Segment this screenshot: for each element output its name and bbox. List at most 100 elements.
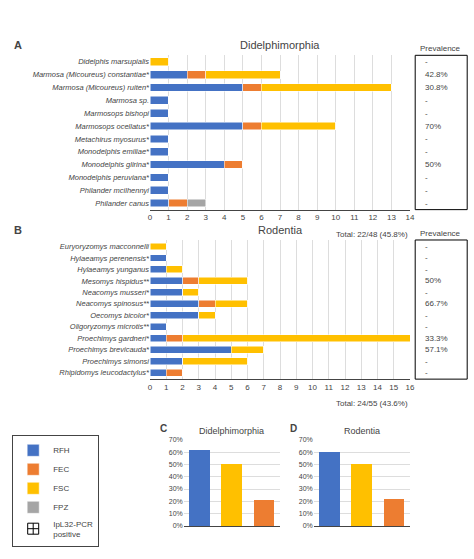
svg-text:IpL32-PCRpositive: IpL32-PCRpositive: [53, 520, 93, 539]
svg-text:0%: 0%: [303, 522, 313, 529]
svg-text:Metachirus myosurus*: Metachirus myosurus*: [75, 135, 150, 144]
svg-text:50%: 50%: [169, 461, 183, 468]
svg-text:66.7%: 66.7%: [425, 299, 448, 308]
svg-text:30%: 30%: [299, 485, 313, 492]
svg-text:10: 10: [308, 383, 317, 392]
svg-text:-: -: [425, 357, 428, 366]
svg-text:20%: 20%: [299, 498, 313, 505]
svg-text:Marmosa (Micoureus) constantia: Marmosa (Micoureus) constantiae*: [33, 70, 150, 79]
svg-text:-: -: [425, 253, 428, 262]
svg-text:Marmosops ocellatus*: Marmosops ocellatus*: [75, 122, 150, 131]
svg-text:Didelphimorphia: Didelphimorphia: [240, 39, 320, 51]
svg-text:70%: 70%: [425, 122, 441, 131]
svg-text:15: 15: [389, 383, 398, 392]
svg-text:10%: 10%: [169, 510, 183, 517]
svg-text:1: 1: [166, 213, 171, 222]
svg-text:16: 16: [406, 383, 415, 392]
svg-text:7: 7: [262, 383, 267, 392]
svg-text:10: 10: [331, 213, 340, 222]
svg-text:Prevalence: Prevalence: [420, 229, 461, 238]
svg-text:Philander mcilhennyi: Philander mcilhennyi: [80, 186, 150, 195]
svg-text:Marmosops bishopi: Marmosops bishopi: [84, 109, 149, 118]
svg-text:Hylaeamys yunganus: Hylaeamys yunganus: [77, 265, 149, 274]
svg-text:Rhipidomys leucodactylus*: Rhipidomys leucodactylus*: [59, 368, 150, 377]
svg-text:13: 13: [357, 383, 366, 392]
svg-text:50%: 50%: [425, 276, 441, 285]
svg-text:Proechimys brevicauda*: Proechimys brevicauda*: [68, 345, 150, 354]
svg-text:-: -: [425, 173, 428, 182]
svg-text:-: -: [425, 134, 428, 143]
svg-text:4: 4: [222, 213, 227, 222]
svg-text:Monodelphis glirina*: Monodelphis glirina*: [81, 160, 150, 169]
svg-text:8: 8: [296, 213, 301, 222]
svg-text:11: 11: [325, 383, 334, 392]
svg-text:50%: 50%: [425, 160, 441, 169]
svg-text:60%: 60%: [169, 449, 183, 456]
svg-text:5: 5: [241, 213, 246, 222]
svg-text:-: -: [425, 368, 428, 377]
svg-text:Philander canus: Philander canus: [95, 199, 149, 208]
svg-text:14: 14: [406, 213, 415, 222]
svg-text:33.3%: 33.3%: [425, 334, 448, 343]
svg-text:Monodelphis emiliae*: Monodelphis emiliae*: [78, 147, 150, 156]
svg-text:30%: 30%: [169, 485, 183, 492]
svg-text:Euryoryzomys macconnelli: Euryoryzomys macconnelli: [60, 242, 150, 251]
svg-text:Monodelphis peruviana*: Monodelphis peruviana*: [69, 173, 151, 182]
svg-text:-: -: [425, 57, 428, 66]
svg-text:6: 6: [259, 213, 264, 222]
svg-text:-: -: [425, 96, 428, 105]
svg-text:12: 12: [368, 213, 377, 222]
svg-text:0: 0: [148, 213, 153, 222]
svg-text:40%: 40%: [169, 473, 183, 480]
svg-text:Rodentia: Rodentia: [344, 426, 380, 436]
svg-text:-: -: [425, 242, 428, 251]
svg-text:8: 8: [278, 383, 283, 392]
svg-text:3: 3: [197, 383, 202, 392]
svg-text:-: -: [425, 186, 428, 195]
svg-text:60%: 60%: [299, 449, 313, 456]
svg-text:Hylaeamys perenensis*: Hylaeamys perenensis*: [70, 254, 150, 263]
svg-text:6: 6: [245, 383, 250, 392]
svg-text:9: 9: [294, 383, 299, 392]
svg-text:13: 13: [387, 213, 396, 222]
svg-text:0: 0: [148, 383, 153, 392]
svg-text:FEC: FEC: [53, 465, 69, 474]
svg-text:40%: 40%: [299, 473, 313, 480]
svg-text:FPZ: FPZ: [53, 503, 68, 512]
svg-text:70%: 70%: [299, 436, 313, 443]
svg-text:B: B: [14, 224, 22, 236]
svg-text:-: -: [425, 109, 428, 118]
svg-text:9: 9: [315, 213, 320, 222]
svg-text:-: -: [425, 322, 428, 331]
svg-text:Total: 22/48 (45.8%): Total: 22/48 (45.8%): [336, 230, 408, 239]
svg-text:20%: 20%: [169, 498, 183, 505]
svg-text:Neacomys spinosus**: Neacomys spinosus**: [76, 299, 150, 308]
svg-text:-: -: [425, 147, 428, 156]
svg-text:5: 5: [229, 383, 234, 392]
svg-text:Mesomys hispidus**: Mesomys hispidus**: [81, 277, 150, 286]
svg-text:12: 12: [341, 383, 350, 392]
svg-text:-: -: [425, 311, 428, 320]
svg-text:10%: 10%: [299, 510, 313, 517]
svg-text:2: 2: [180, 383, 185, 392]
svg-text:42.8%: 42.8%: [425, 70, 448, 79]
svg-text:Proechimys simonsi: Proechimys simonsi: [82, 357, 149, 366]
svg-text:-: -: [425, 265, 428, 274]
svg-text:Marmosa sp.: Marmosa sp.: [106, 96, 149, 105]
svg-text:Marmosa (Micoureus) ruiten*: Marmosa (Micoureus) ruiten*: [52, 83, 150, 92]
svg-text:-: -: [425, 288, 428, 297]
svg-text:1: 1: [164, 383, 169, 392]
svg-text:A: A: [14, 39, 22, 51]
svg-text:D: D: [290, 423, 297, 434]
svg-text:Proechimys gardneri*: Proechimys gardneri*: [77, 334, 150, 343]
svg-text:Oligoryzomys microtis**: Oligoryzomys microtis**: [70, 322, 150, 331]
svg-text:0%: 0%: [173, 522, 183, 529]
svg-text:4: 4: [213, 383, 218, 392]
svg-text:-: -: [425, 199, 428, 208]
svg-text:Neacomys musseri*: Neacomys musseri*: [82, 288, 150, 297]
svg-text:3: 3: [203, 213, 208, 222]
svg-text:Oecomys bicolor*: Oecomys bicolor*: [90, 311, 150, 320]
svg-text:7: 7: [278, 213, 283, 222]
svg-text:70%: 70%: [169, 436, 183, 443]
svg-text:C: C: [160, 423, 167, 434]
